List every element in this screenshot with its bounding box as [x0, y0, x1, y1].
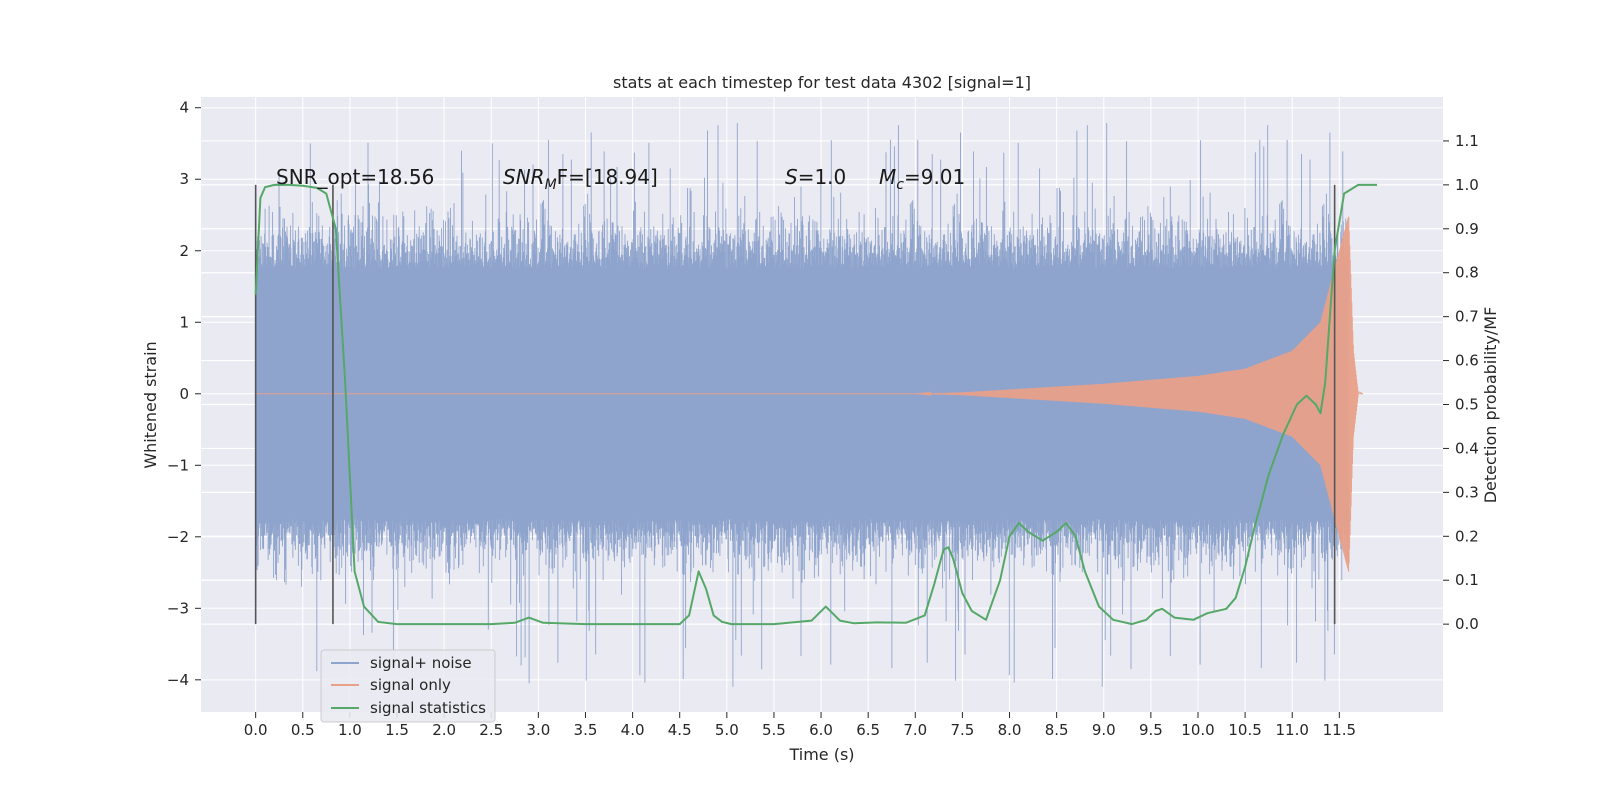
x-tick-label: 9.0 [1092, 721, 1116, 739]
y-axis-left-label: Whitened strain [141, 341, 160, 468]
y-right-tick-label: 0.2 [1455, 527, 1479, 545]
y-axis-right-ticks: 0.0 0.1 0.2 0.3 0.4 0.5 0.6 0.7 0.8 0.9 1.0 1.1 [1443, 132, 1479, 633]
x-tick-label: 10.0 [1181, 721, 1214, 739]
y-right-tick-label: 0.0 [1455, 615, 1479, 633]
chart-title: stats at each timestep for test data 430… [613, 73, 1031, 92]
y-left-tick-label: 2 [179, 242, 189, 260]
snr-mf-rest: F=[18.94] [557, 165, 658, 189]
x-tick-label: 5.0 [715, 721, 739, 739]
annotation-mc: Mc=9.01 [879, 165, 965, 193]
x-tick-label: 6.0 [809, 721, 833, 739]
s-label: S [785, 165, 798, 189]
y-right-tick-label: 0.1 [1455, 571, 1479, 589]
y-left-tick-label: 3 [179, 170, 189, 188]
signal-only-trace [255, 216, 1364, 572]
mc-base: M [879, 165, 896, 189]
x-tick-label: 7.5 [950, 721, 974, 739]
annotation-snr-opt: SNR_opt=18.56 [276, 165, 434, 189]
legend: signal+ noise signal only signal statist… [320, 649, 496, 723]
y-left-tick-label: 4 [179, 99, 189, 117]
y-left-tick-label: 1 [179, 313, 189, 331]
y-axis-left-ticks: −4 −3 −2 −1 0 1 2 3 4 [167, 99, 201, 689]
x-tick-label: 8.0 [998, 721, 1022, 739]
signal-statistics-line [254, 183, 1377, 626]
annotation-s: S=1.0 [785, 165, 846, 189]
y-left-tick-label: −3 [167, 599, 189, 617]
x-tick-label: 7.0 [903, 721, 927, 739]
y-right-tick-label: 1.1 [1455, 132, 1479, 150]
y-right-tick-label: 0.9 [1455, 220, 1479, 238]
x-tick-label: 2.0 [432, 721, 456, 739]
x-tick-label: 1.0 [338, 721, 362, 739]
x-tick-label: 3.0 [526, 721, 550, 739]
s-rest: =1.0 [798, 165, 847, 189]
annotation-snr-mf: SNRMF=[18.94] [503, 165, 658, 193]
mc-sub: c [896, 177, 904, 193]
y-right-tick-label: 0.5 [1455, 396, 1479, 414]
y-right-tick-label: 1.0 [1455, 176, 1479, 194]
y-left-tick-label: −1 [167, 456, 189, 474]
x-tick-label: 11.0 [1276, 721, 1309, 739]
x-tick-label: 5.5 [762, 721, 786, 739]
signal-statistics-series [254, 183, 1377, 626]
x-tick-label: 3.5 [574, 721, 598, 739]
x-tick-label: 0.5 [291, 721, 315, 739]
y-right-tick-label: 0.3 [1455, 483, 1479, 501]
legend-label-signal: signal only [370, 676, 451, 694]
legend-label-stats: signal statistics [370, 699, 486, 717]
x-axis-label: Time (s) [788, 745, 854, 764]
x-tick-label: 4.0 [621, 721, 645, 739]
y-right-tick-label: 0.6 [1455, 352, 1479, 370]
y-left-tick-label: −2 [167, 528, 189, 546]
x-axis-ticks: 0.0 0.5 1.0 1.5 2.0 2.5 3.0 3.5 4.0 4.5 5.0 5.5 6.0 6… [244, 712, 1356, 739]
legend-box [320, 649, 496, 723]
y-right-tick-label: 0.8 [1455, 264, 1479, 282]
snr-mf-base: SNR [503, 165, 545, 189]
signal-only-series [255, 216, 1364, 572]
x-tick-label: 11.5 [1323, 721, 1356, 739]
x-tick-label: 6.5 [856, 721, 880, 739]
legend-label-noise: signal+ noise [370, 654, 472, 672]
y-left-tick-label: −4 [167, 671, 189, 689]
y-right-tick-label: 0.7 [1455, 308, 1479, 326]
x-tick-label: 8.5 [1045, 721, 1069, 739]
x-tick-label: 4.5 [668, 721, 692, 739]
y-axis-right-label: Detection probability/MF [1481, 307, 1500, 504]
x-tick-label: 1.5 [385, 721, 409, 739]
x-tick-label: 10.5 [1228, 721, 1261, 739]
snr-mf-sub: M [545, 177, 557, 193]
x-tick-label: 2.5 [479, 721, 503, 739]
mc-rest: =9.01 [904, 165, 965, 189]
x-tick-label: 0.0 [244, 721, 268, 739]
y-right-tick-label: 0.4 [1455, 439, 1479, 457]
y-left-tick-label: 0 [179, 385, 189, 403]
x-tick-label: 9.5 [1139, 721, 1163, 739]
